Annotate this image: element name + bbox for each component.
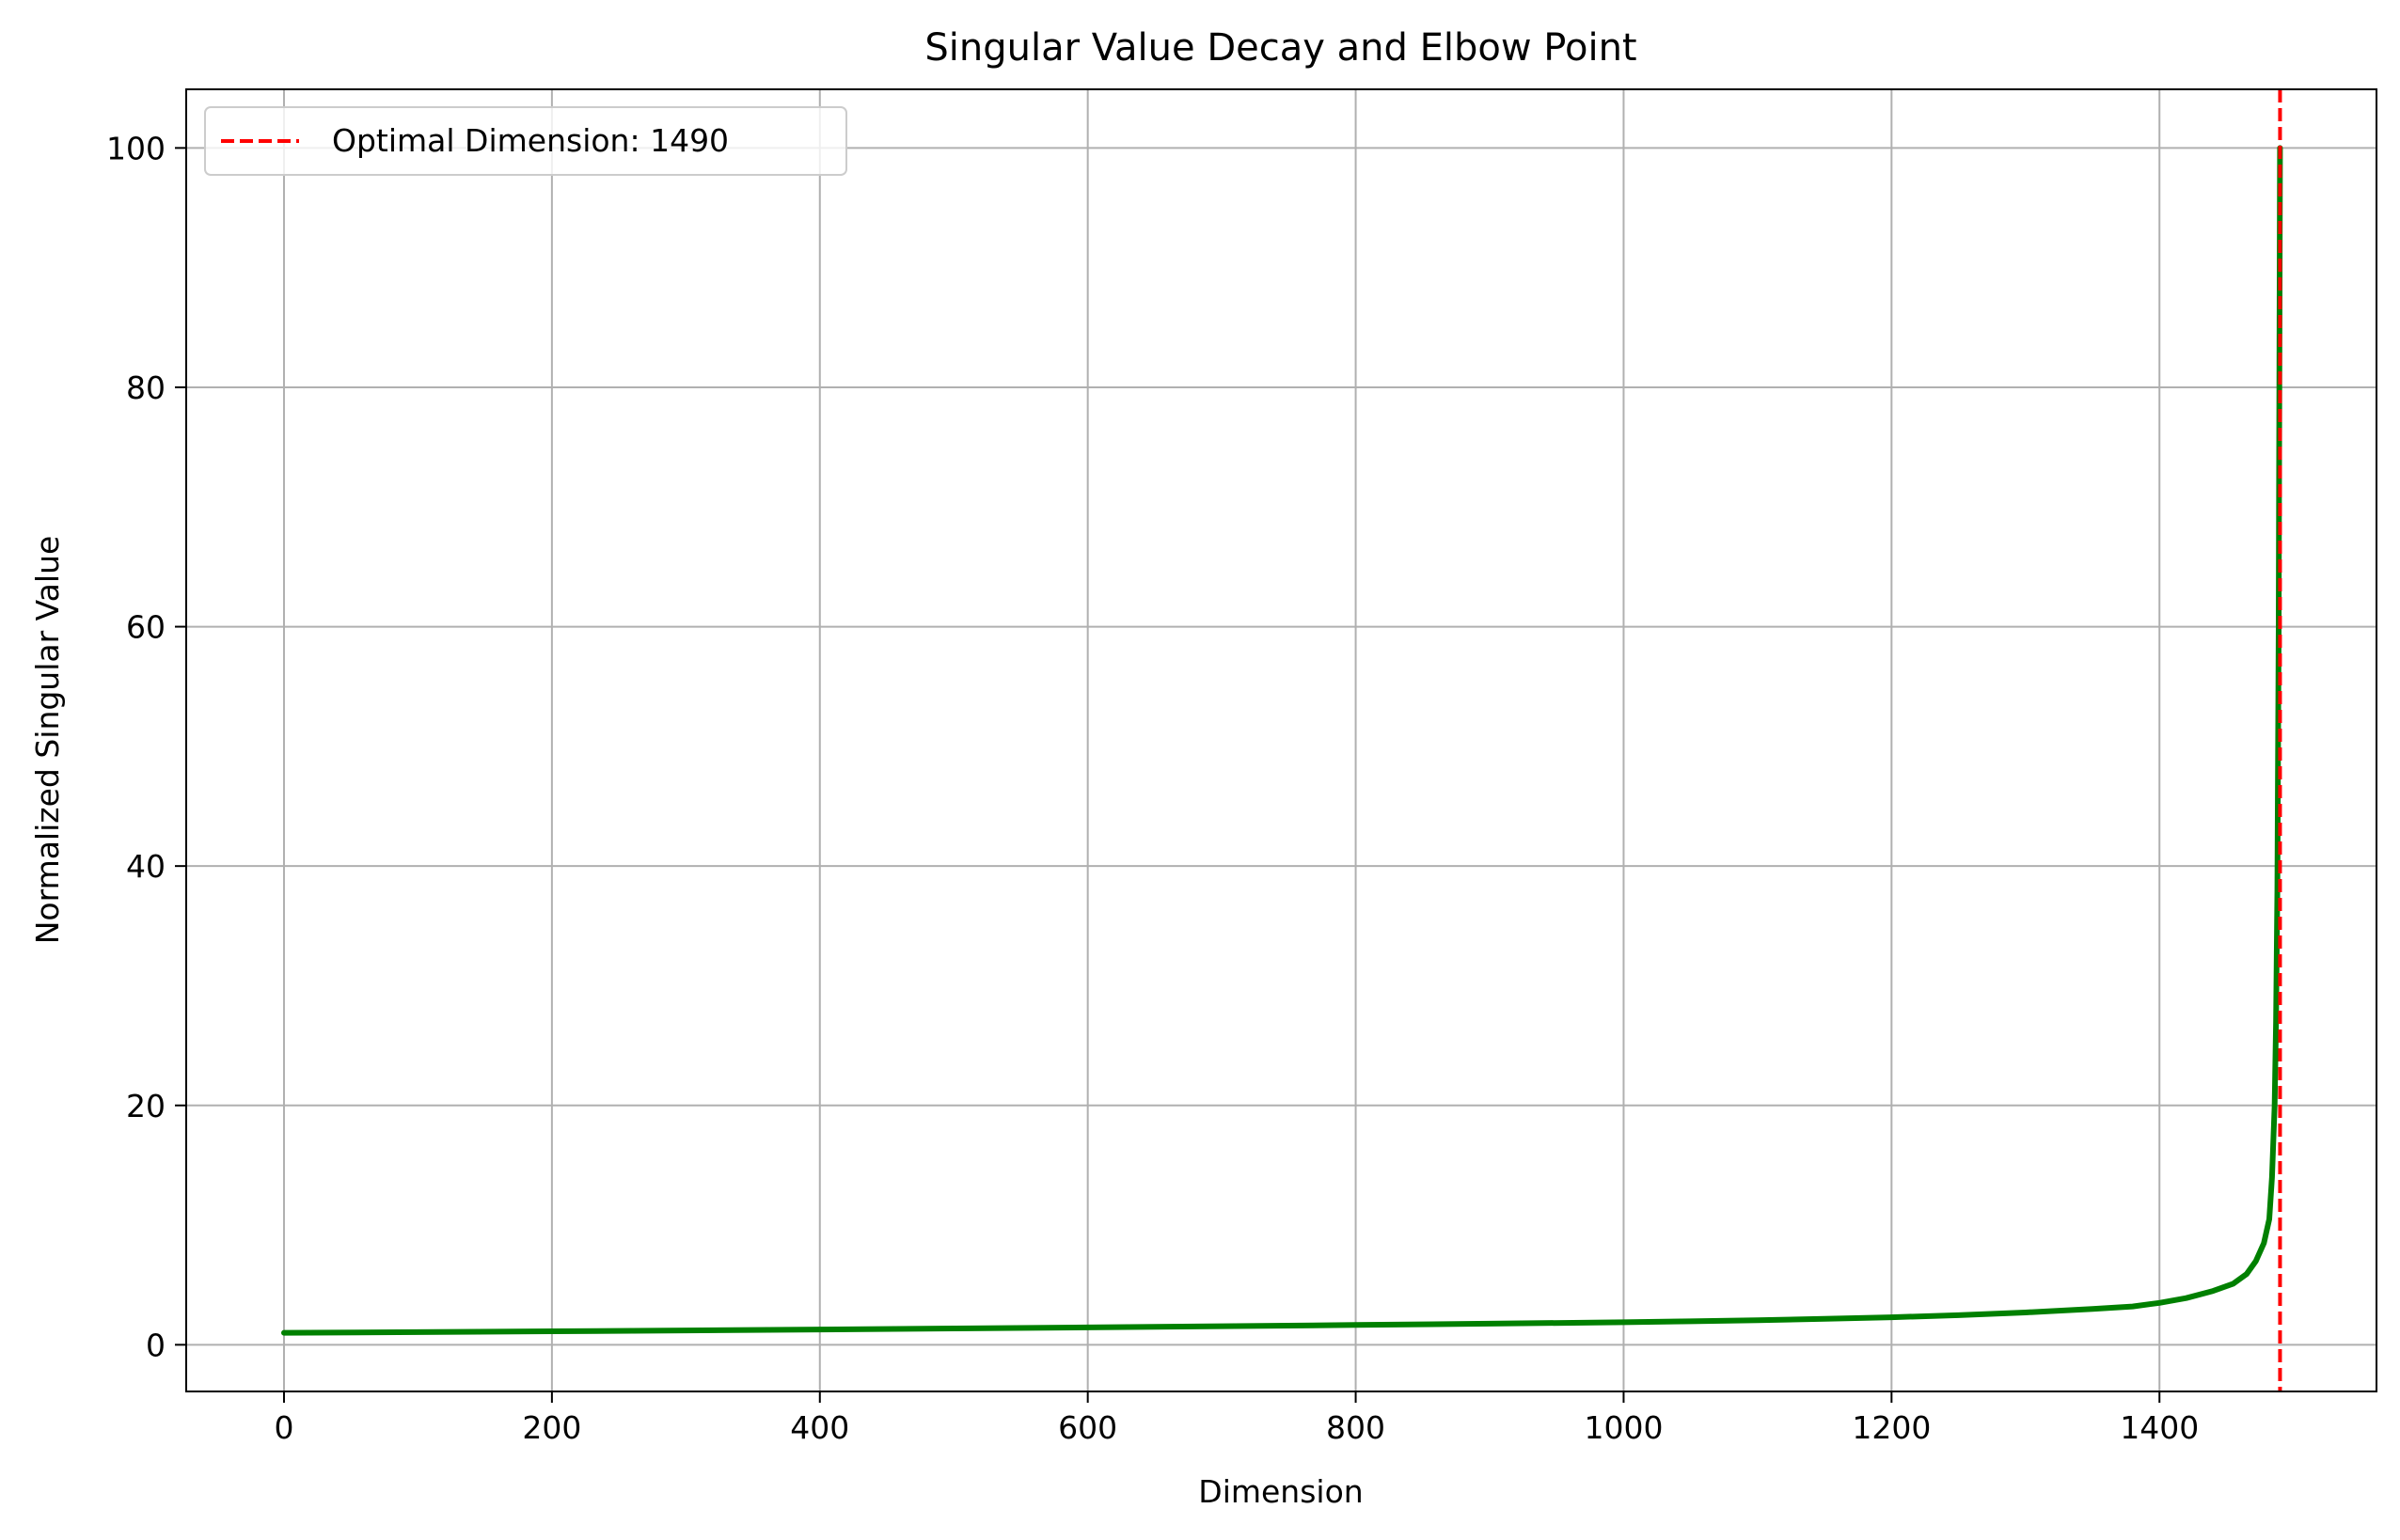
y-axis-label: Normalized Singular Value — [29, 536, 66, 945]
x-tick-label: 800 — [1326, 1409, 1385, 1446]
y-tick-label: 20 — [126, 1088, 166, 1124]
x-tick-label: 600 — [1058, 1409, 1117, 1446]
series-line-0 — [281, 145, 2283, 1336]
y-tick-label: 0 — [146, 1327, 166, 1363]
ticks: 0 200 400 600 800 1000 1200 1400 0 20 40 60 80 100 — [106, 130, 2199, 1446]
grid — [186, 89, 2376, 1391]
data-layer — [281, 89, 2283, 1391]
x-tick-label: 0 — [274, 1409, 293, 1446]
plot-frame — [185, 88, 2377, 1392]
legend-box — [204, 106, 847, 176]
y-tick-label: 60 — [126, 609, 166, 646]
x-tick-label: 1400 — [2120, 1409, 2199, 1446]
chart-title: Singular Value Decay and Elbow Point — [924, 26, 1636, 70]
plot-area — [186, 89, 2376, 1391]
y-tick-label: 80 — [126, 369, 166, 406]
x-tick-label: 1200 — [1852, 1409, 1931, 1446]
x-tick-label: 1000 — [1584, 1409, 1663, 1446]
x-tick-label: 400 — [790, 1409, 849, 1446]
legend: Optimal Dimension: 1490 — [204, 106, 847, 176]
y-tick-label: 40 — [126, 848, 166, 885]
y-tick-label: 100 — [106, 130, 166, 166]
x-tick-label: 200 — [522, 1409, 581, 1446]
legend-entry-reference-line: Optimal Dimension: 1490 — [332, 122, 729, 159]
x-axis-label: Dimension — [1198, 1473, 1363, 1510]
